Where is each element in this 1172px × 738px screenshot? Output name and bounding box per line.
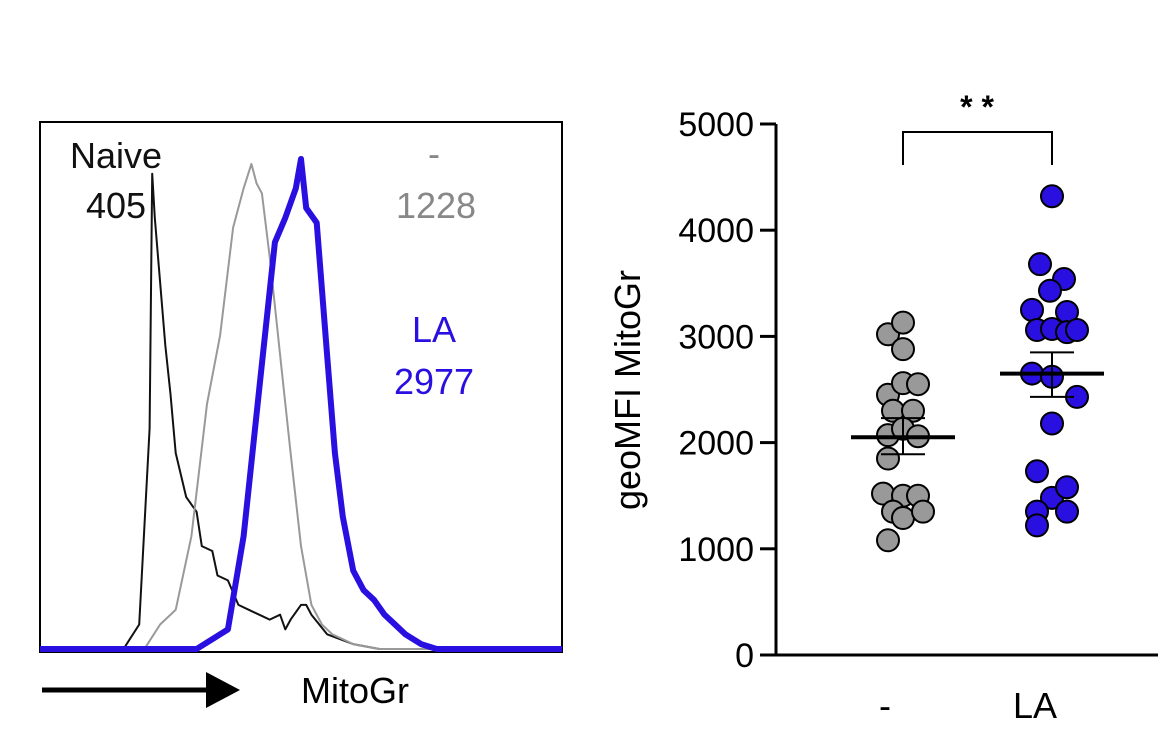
data-point-la bbox=[1028, 252, 1052, 277]
data-point-la bbox=[1055, 499, 1079, 524]
category-label-la: LA bbox=[1013, 685, 1057, 726]
y-axis-label: geoMFI MitoGr bbox=[607, 270, 648, 510]
y-tick-label: 4000 bbox=[678, 212, 754, 250]
la-label: LA bbox=[412, 309, 456, 350]
data-point-control bbox=[891, 506, 915, 531]
histogram-x-axis-label: MitoGr bbox=[301, 670, 409, 711]
data-point-la bbox=[1025, 513, 1049, 538]
histogram-curve-la bbox=[40, 156, 562, 652]
la-value-label: 2977 bbox=[394, 361, 474, 402]
category-label-control: - bbox=[879, 685, 891, 726]
control-label: - bbox=[428, 133, 440, 174]
data-point-la bbox=[1040, 411, 1064, 436]
data-point-control bbox=[876, 446, 900, 471]
dot-plot-panel: 0 1000 2000 3000 4000 5000 geoMFI MitoGr - LA… bbox=[607, 89, 1158, 726]
significance-stars: * * bbox=[960, 89, 994, 125]
arrow-head-icon bbox=[206, 672, 240, 708]
data-point-la bbox=[1055, 475, 1079, 500]
data-point-control bbox=[906, 372, 930, 397]
control-value-label: 1228 bbox=[396, 185, 476, 226]
naive-label: Naive bbox=[70, 135, 162, 176]
data-point-la bbox=[1020, 297, 1044, 322]
data-point-la bbox=[1040, 184, 1064, 209]
histogram-panel: Naive 405 - 1228 LA 2977 MitoGr bbox=[39, 121, 563, 711]
data-point-control bbox=[891, 310, 915, 335]
y-tick-label: 5000 bbox=[678, 106, 754, 144]
data-point-la bbox=[1065, 318, 1089, 343]
data-point-la bbox=[1025, 459, 1049, 484]
histogram-frame bbox=[39, 121, 563, 653]
histogram-curve-control bbox=[40, 162, 562, 650]
naive-value-label: 405 bbox=[86, 185, 146, 226]
y-tick-label: 1000 bbox=[678, 531, 754, 569]
y-tick-label: 2000 bbox=[678, 425, 754, 463]
data-point-control bbox=[876, 528, 900, 553]
data-point-control bbox=[911, 499, 935, 524]
y-tick-label: 0 bbox=[735, 637, 754, 675]
data-point-control bbox=[891, 337, 915, 362]
data-point-la bbox=[1038, 278, 1062, 303]
data-point-control bbox=[901, 398, 925, 423]
histogram-curve-naive bbox=[40, 172, 562, 650]
significance-bracket bbox=[902, 131, 1053, 165]
y-tick-label: 3000 bbox=[678, 318, 754, 356]
